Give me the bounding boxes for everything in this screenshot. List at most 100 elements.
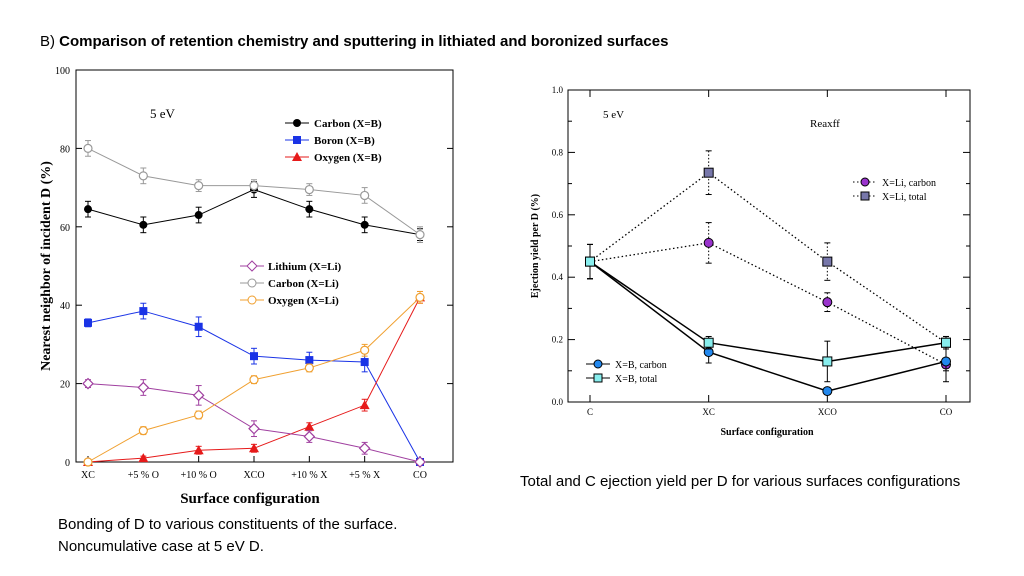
series-boron-x-b <box>84 302 424 466</box>
legend-item: Lithium (X=Li) <box>240 260 342 273</box>
legend-item: Oxygen (X=B) <box>285 152 382 164</box>
data-point <box>415 292 425 302</box>
legend-label: X=B, total <box>615 374 658 385</box>
data-point <box>84 205 92 214</box>
data-point <box>822 386 833 397</box>
title-text: Comparison of retention chemistry and sp… <box>59 33 669 50</box>
data-point <box>941 337 951 348</box>
y-tick-label: 40 <box>60 301 70 312</box>
data-point <box>822 356 833 367</box>
caption-right: Total and C ejection yield per D for var… <box>520 473 961 490</box>
title-prefix: B) <box>40 33 55 50</box>
legend-x-b: X=B, carbon X=B, total <box>586 359 667 385</box>
legend-item: X=Li, carbon <box>853 177 936 189</box>
caption-left: Bonding of D to various constituents of … <box>58 514 478 558</box>
data-point <box>585 256 595 267</box>
plot-frame <box>567 89 971 403</box>
legend-x-li: X=Li, carbon X=Li, total <box>853 177 936 203</box>
x-tick-label: C <box>587 407 593 417</box>
data-point <box>139 307 148 316</box>
series-line <box>589 261 947 392</box>
data-point <box>414 456 426 468</box>
data-point <box>83 457 93 467</box>
data-point <box>703 337 714 348</box>
series-line <box>87 310 421 463</box>
data-point <box>248 422 260 435</box>
y-tick-label: 80 <box>60 144 70 155</box>
y-tick-label: 0.0 <box>552 397 564 407</box>
ejection-yield-chart: 0.00.20.40.60.81.0 C XC XCO CO 5 eV Reaxff … <box>530 85 971 438</box>
series-lithium-x-li <box>82 377 426 468</box>
legend-item: X=B, total <box>586 373 658 385</box>
data-point <box>358 442 371 455</box>
legend-label: Carbon (X=Li) <box>268 278 339 290</box>
x-axis: C XC XCO CO <box>587 90 953 417</box>
x-tick-label: +10 % X <box>291 470 328 481</box>
data-point <box>360 358 369 367</box>
data-point <box>304 421 315 431</box>
y-axis-label: Nearest neighbor of incident D (%) <box>39 161 54 371</box>
series-x-b-total <box>585 243 951 383</box>
legend-label: Boron (X=B) <box>314 135 375 147</box>
data-point <box>359 400 370 410</box>
data-point <box>822 297 833 308</box>
x-tick-label: +5 % O <box>128 470 159 481</box>
legend-label: Oxygen (X=Li) <box>268 295 339 307</box>
retention-chart: 0 20 40 60 80 100 XC +5 % O +10 % O XCO +10 % X +5… <box>39 66 454 507</box>
series-group <box>82 140 426 468</box>
series-oxygen-x-li <box>83 290 425 467</box>
page-title: B) Comparison of retention chemistry and… <box>40 33 668 50</box>
caption-left-line2: Noncumulative case at 5 eV D. <box>58 538 264 555</box>
data-point <box>703 237 714 248</box>
series-line <box>589 260 947 363</box>
legend-item: X=Li, total <box>853 191 927 203</box>
plot-frame <box>75 69 454 463</box>
legend-item: Boron (X=B) <box>285 135 375 147</box>
data-point <box>194 211 203 220</box>
data-point <box>82 377 94 390</box>
legend-x-b: Carbon (X=B) Boron (X=B) Oxygen (X=B) <box>285 118 382 164</box>
x-axis-label: Surface configuration <box>180 491 320 507</box>
data-point <box>304 184 314 195</box>
data-point <box>249 375 259 385</box>
y-axis-label: Ejection yield per D (%) <box>530 194 541 298</box>
legend-label: X=B, carbon <box>615 360 667 371</box>
data-point <box>84 318 92 327</box>
data-point <box>822 256 833 267</box>
y-tick-label: 20 <box>60 380 70 391</box>
data-point <box>360 190 370 201</box>
y-axis: 0 20 40 60 80 100 <box>55 66 453 469</box>
x-tick-label: XC <box>81 470 95 481</box>
data-point <box>305 205 314 214</box>
legend-item: Oxygen (X=Li) <box>240 295 339 307</box>
y-axis: 0.0 0.2 0.4 0.6 0.8 1.0 <box>552 85 970 407</box>
y-tick-label: 100 <box>55 66 70 77</box>
legend-item: Carbon (X=Li) <box>240 278 339 290</box>
data-point <box>415 230 425 240</box>
data-point <box>360 220 369 229</box>
data-point <box>194 410 204 420</box>
caption-left-line1: Bonding of D to various constituents of … <box>58 516 398 533</box>
x-tick-label: XCO <box>818 407 838 417</box>
data-point <box>192 389 205 402</box>
data-point <box>194 181 204 191</box>
data-point <box>137 381 150 394</box>
data-point <box>250 352 258 361</box>
data-point <box>249 181 259 191</box>
data-point <box>941 356 951 367</box>
x-tick-label: CO <box>940 407 953 417</box>
data-point <box>83 143 93 154</box>
data-point <box>138 453 149 463</box>
x-tick-label: XCO <box>243 470 264 481</box>
y-tick-label: 1.0 <box>552 85 564 95</box>
series-carbon-x-li <box>83 140 425 243</box>
data-point <box>703 167 714 178</box>
annotation-energy: 5 eV <box>150 106 176 121</box>
data-point <box>139 220 148 229</box>
y-tick-label: 0.8 <box>552 147 564 157</box>
x-tick-label: CO <box>413 470 427 481</box>
legend-item: X=B, carbon <box>586 359 667 371</box>
data-point <box>305 356 314 365</box>
x-axis: XC +5 % O +10 % O XCO +10 % X +5 % X CO <box>81 456 427 481</box>
x-tick-label: +5 % X <box>349 470 381 481</box>
